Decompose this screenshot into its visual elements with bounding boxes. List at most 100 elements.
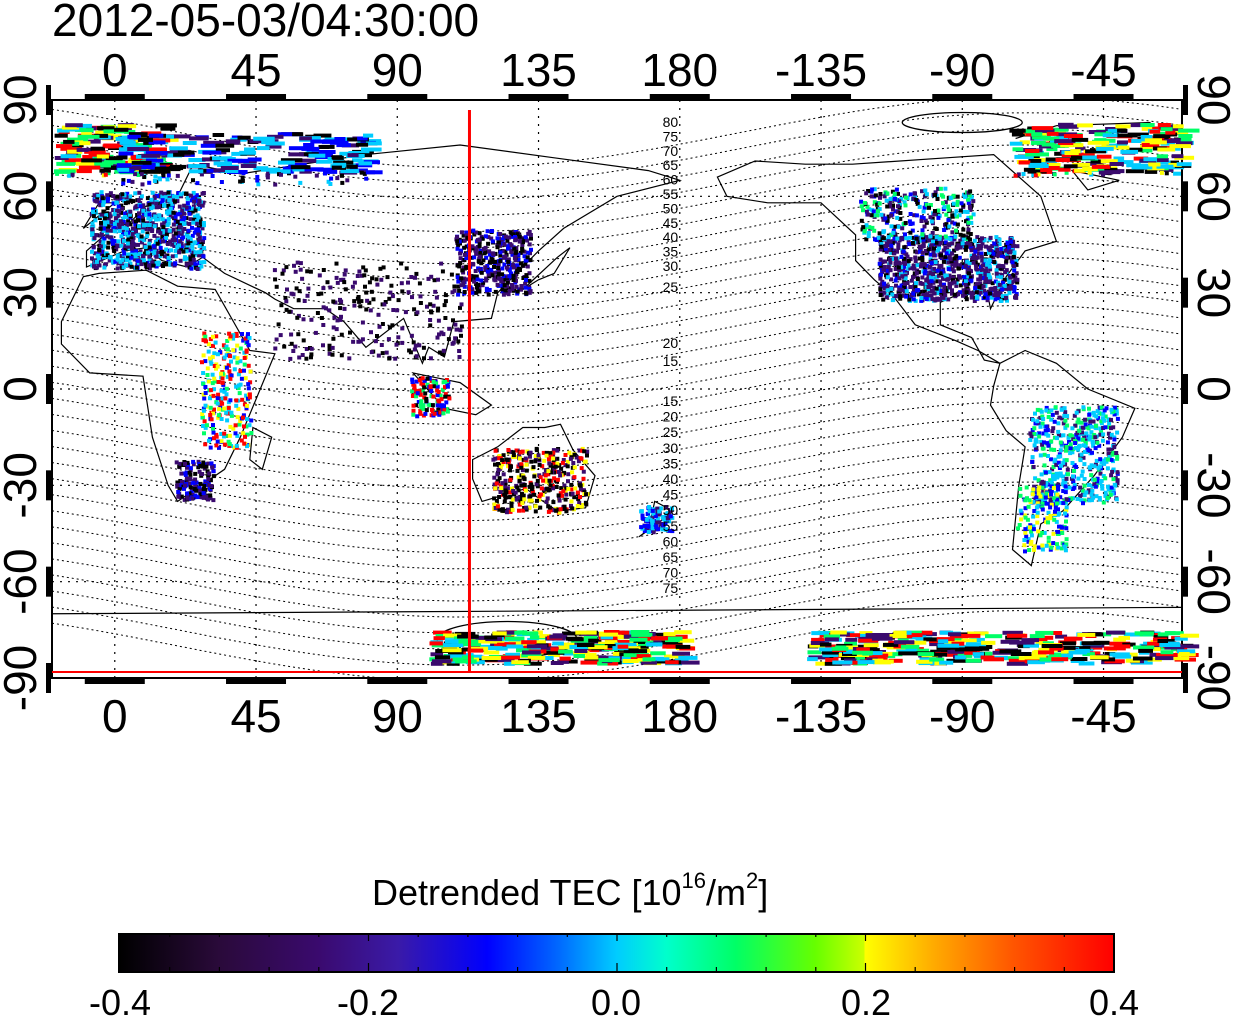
tec-point xyxy=(206,379,211,384)
tec-point xyxy=(511,453,516,458)
tec-point xyxy=(941,289,946,294)
tec-point xyxy=(62,125,79,130)
tec-point xyxy=(142,175,147,179)
tec-point xyxy=(879,238,884,243)
tec-point xyxy=(1046,147,1058,152)
tec-point xyxy=(248,369,253,374)
tec-point xyxy=(1040,547,1045,552)
tec-point xyxy=(500,481,505,486)
tec-point xyxy=(492,262,497,267)
tec-point xyxy=(992,293,997,298)
tec-point xyxy=(1008,275,1013,280)
tec-point xyxy=(558,642,577,647)
tec-point xyxy=(1076,447,1081,452)
tec-point xyxy=(150,190,155,195)
tec-point xyxy=(533,509,538,514)
tec-point xyxy=(924,251,929,256)
tec-point xyxy=(1106,447,1111,452)
tec-point xyxy=(105,234,110,239)
tec-point xyxy=(1034,439,1039,444)
tec-point xyxy=(1080,430,1084,435)
tec-point xyxy=(92,193,97,198)
tec-point xyxy=(901,249,906,254)
tec-point xyxy=(165,177,170,182)
tec-point xyxy=(253,136,275,141)
tec-point xyxy=(122,251,127,256)
tec-point xyxy=(94,259,99,264)
tec-point xyxy=(922,271,927,276)
tec-point xyxy=(332,162,347,167)
tec-point xyxy=(222,434,226,439)
tec-point xyxy=(118,151,134,156)
tec-point xyxy=(1036,172,1041,177)
tec-point xyxy=(1033,411,1037,416)
tec-point xyxy=(488,260,492,265)
tec-point xyxy=(225,418,230,423)
tec-point xyxy=(957,213,962,218)
tec-point xyxy=(538,505,543,510)
tec-point xyxy=(489,236,494,241)
tec-point xyxy=(869,213,874,218)
tec-point xyxy=(244,147,256,152)
tec-point xyxy=(648,517,653,522)
tec-point xyxy=(548,508,553,513)
tec-point xyxy=(227,433,232,438)
tec-point xyxy=(983,294,988,299)
tec-point xyxy=(484,278,489,283)
tec-point xyxy=(193,471,198,476)
tec-point xyxy=(501,279,505,284)
tec-point xyxy=(145,234,150,239)
tec-point xyxy=(233,431,238,436)
contour-line xyxy=(51,176,1181,249)
tec-point xyxy=(346,164,358,169)
tec-point xyxy=(913,191,917,196)
tec-point xyxy=(972,253,976,258)
tec-point xyxy=(1141,126,1153,131)
tec-point xyxy=(1083,417,1088,422)
tec-point xyxy=(504,490,509,495)
tec-point xyxy=(70,172,75,177)
tec-point xyxy=(1063,164,1078,169)
tec-point xyxy=(99,168,111,173)
tec-point xyxy=(888,268,893,273)
tec-point xyxy=(1090,440,1095,445)
tec-point xyxy=(122,193,127,198)
tec-point xyxy=(497,495,502,499)
tec-point xyxy=(117,224,122,229)
tec-point xyxy=(149,197,154,202)
tec-point xyxy=(524,505,529,510)
tec-point xyxy=(1070,426,1075,431)
tec-point xyxy=(551,456,556,461)
tec-point xyxy=(545,496,550,501)
tec-point xyxy=(525,250,530,255)
tec-point xyxy=(920,281,925,286)
tec-point xyxy=(92,236,97,241)
tec-point xyxy=(877,261,882,266)
tec-point xyxy=(630,630,650,634)
tec-point xyxy=(1064,458,1069,463)
tec-point xyxy=(902,245,907,250)
tec-point xyxy=(650,651,666,656)
tec-point xyxy=(193,477,198,482)
tec-point xyxy=(1159,170,1164,175)
tec-point xyxy=(226,439,231,444)
tec-point xyxy=(211,474,216,479)
tec-point xyxy=(1076,436,1081,441)
tec-point xyxy=(507,268,512,273)
tec-point xyxy=(1056,507,1060,512)
tec-point xyxy=(1060,531,1065,535)
tec-point xyxy=(210,464,215,468)
tec-point xyxy=(534,482,539,487)
tec-point xyxy=(1058,167,1071,172)
tec-point xyxy=(175,245,180,250)
tec-point xyxy=(908,192,913,197)
tec-point xyxy=(542,458,547,463)
contour-line xyxy=(51,529,1181,602)
tec-point xyxy=(983,279,988,284)
tec-point xyxy=(918,281,923,286)
tec-point xyxy=(206,168,221,173)
tec-point xyxy=(939,193,944,198)
tec-point xyxy=(519,465,524,470)
tec-point xyxy=(93,218,98,223)
tec-point xyxy=(881,297,886,302)
